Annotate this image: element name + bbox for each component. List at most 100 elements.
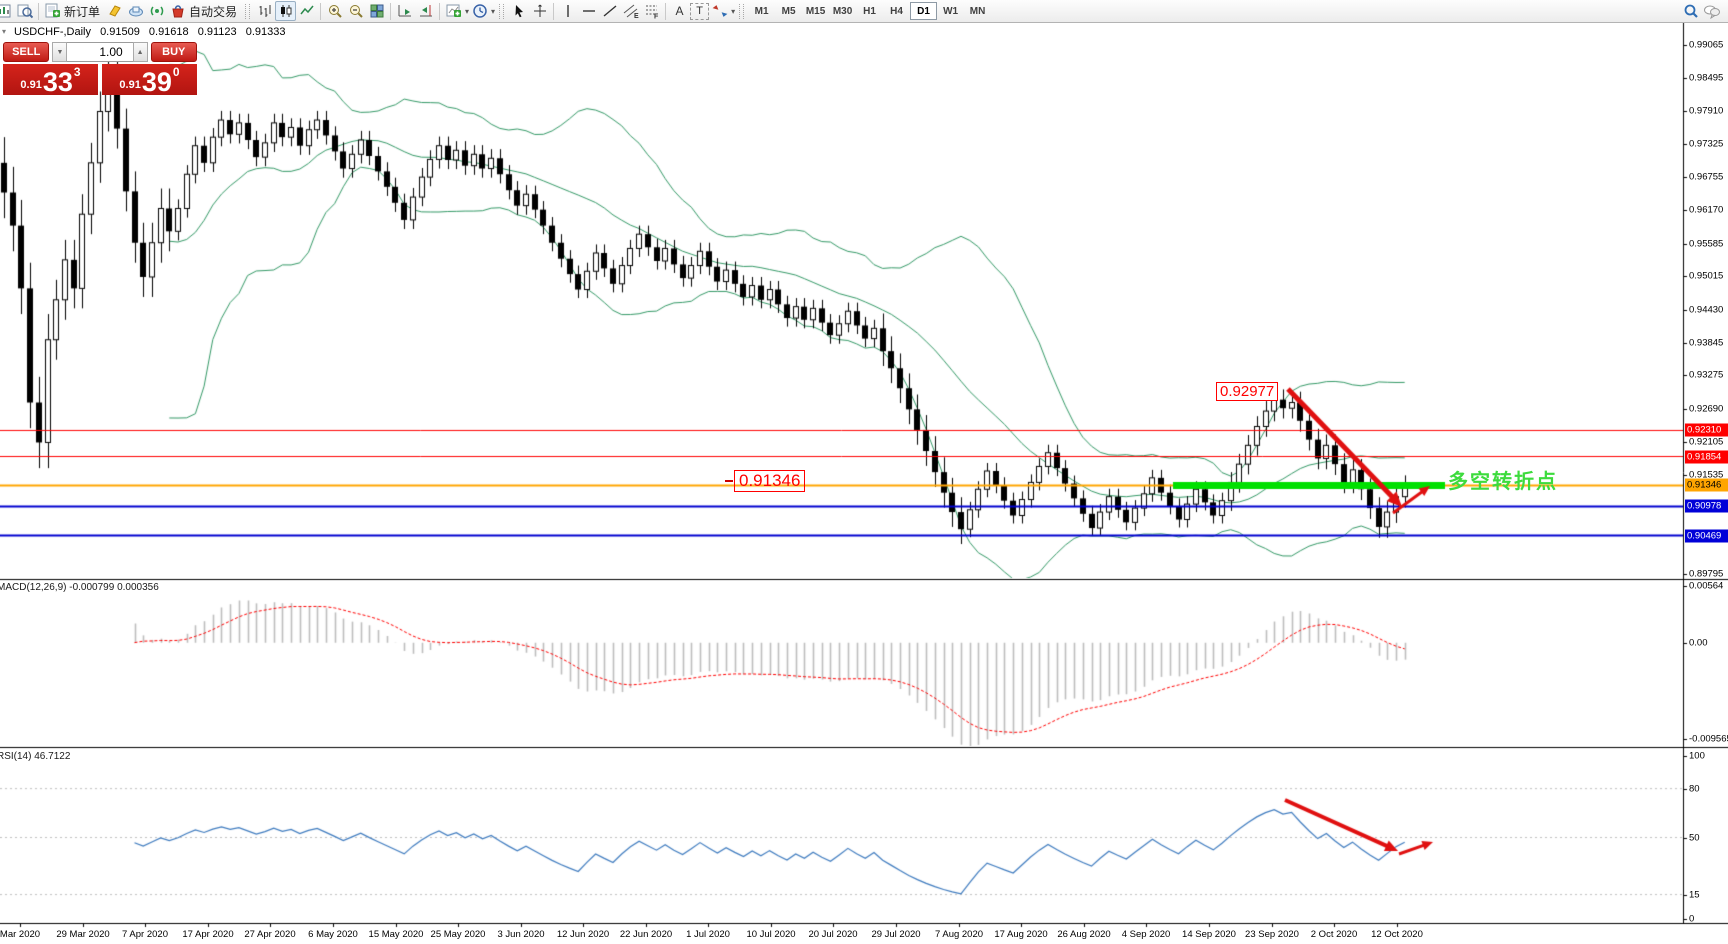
volume-increase-button[interactable]: ▲ [132,42,148,62]
price-axis-tick: 0.89795 [1689,568,1724,580]
price-axis-tick: 0.95585 [1689,238,1724,250]
date-axis-label: 10 Jul 2020 [746,929,796,940]
fibonacci-tool-icon[interactable]: F [641,1,662,21]
price-axis-tick: 0.96170 [1689,204,1724,216]
price-axis-badge: 0.91854 [1685,450,1728,463]
history-center-icon[interactable] [104,1,125,21]
volume-decrease-button[interactable]: ▼ [52,42,68,62]
sell-price-prefix: 0.91 [20,79,42,91]
zoom-in-icon[interactable] [324,1,345,21]
macd-indicator-label: MACD(12,26,9) -0.000799 0.000356 [0,582,159,593]
tile-windows-icon[interactable] [366,1,387,21]
date-axis-label: 2 Oct 2020 [1310,929,1358,940]
ohlc-close: 0.91333 [245,26,286,38]
new-order-icon[interactable] [42,1,63,21]
turning-point-annotation[interactable]: 多空转折点 [1448,471,1558,493]
market-icon[interactable] [167,1,188,21]
chart-shift-icon[interactable] [415,1,436,21]
buy-price-prefix: 0.91 [119,79,141,91]
rsi-indicator-label: RSI(14) 46.7122 [0,751,70,762]
timeframe-button-h1[interactable]: H1 [863,5,876,17]
zoom-out-icon[interactable] [345,1,366,21]
new-chart-icon[interactable] [0,1,14,21]
sell-price-point: 3 [73,65,81,79]
channel-tool-icon[interactable]: E [620,1,641,21]
date-axis-label: 6 May 2020 [308,929,358,940]
peak-price-annotation[interactable]: 0.92977 [1216,382,1279,401]
date-axis-label: 12 Jun 2020 [556,929,610,940]
horizontal-line-tool-icon[interactable] [578,1,599,21]
rsi-axis-tick: 15 [1689,889,1700,901]
timeframe-button-h4[interactable]: H4 [890,5,903,17]
timeframe-button-d1[interactable]: D1 [910,2,938,20]
price-axis-tick: 0.97325 [1689,138,1724,150]
crosshair-tool-icon[interactable] [529,1,550,21]
text-tool-icon[interactable]: A [675,4,684,18]
period-caret-icon[interactable]: ▾ [491,6,496,16]
price-axis-tick: 0.99065 [1689,39,1724,51]
timeframe-button-m30[interactable]: M30 [832,5,853,17]
add-indicator-icon[interactable] [443,1,464,21]
volume-input[interactable]: 1.00 [67,42,133,62]
timeframe-group: M1 M5 M15 M30 H1 H4 D1 W1 MN [748,2,991,20]
sell-price-display[interactable]: 0.91 33 3 [3,64,98,96]
signals-icon[interactable] [146,1,167,21]
mql5-community-icon[interactable] [125,1,146,21]
new-order-button[interactable]: 新订单 [64,4,101,19]
date-axis-label: 17 Apr 2020 [182,929,234,940]
price-axis-tick: 0.93845 [1689,337,1724,349]
date-axis-label: 4 Sep 2020 [1121,929,1171,940]
line-chart-mode-icon[interactable] [296,1,317,21]
timeframe-button-m1[interactable]: M1 [754,5,769,17]
date-axis-label: 29 Mar 2020 [56,929,110,940]
price-axis-tick: 0.92690 [1689,403,1724,415]
profiles-icon[interactable] [14,1,35,21]
arrows-caret-icon[interactable]: ▾ [731,6,736,16]
rsi-axis-tick: 80 [1689,783,1700,795]
candlestick-mode-icon[interactable] [275,1,297,21]
vertical-line-tool-icon[interactable] [557,1,578,21]
cursor-tool-icon[interactable] [508,1,529,21]
timeframe-button-m15[interactable]: M15 [805,5,826,17]
level-price-annotation[interactable]: 0.91346 [734,470,806,492]
date-axis-label: 23 Sep 2020 [1245,929,1299,940]
rsi-axis-tick: 0 [1689,913,1695,925]
date-axis-label: 26 Aug 2020 [1057,929,1111,940]
buy-price-display[interactable]: 0.91 39 0 [102,64,197,96]
one-click-collapse-icon[interactable]: ▾ [2,27,7,36]
timeframe-button-mn[interactable]: MN [969,5,986,17]
date-axis-label: Mar 2020 [0,929,41,940]
price-axis-badge: 0.91346 [1685,478,1728,492]
search-icon[interactable] [1680,1,1701,21]
price-axis-tick: 0.94430 [1689,304,1724,315]
price-axis-tick: 0.95015 [1689,270,1724,282]
buy-price-point: 0 [172,65,180,79]
trendline-tool-icon[interactable] [599,1,620,21]
rsi-axis-tick: 50 [1689,832,1700,843]
auto-scroll-icon[interactable] [394,1,415,21]
date-axis-label: 1 Jul 2020 [686,929,730,940]
sell-button[interactable]: SELL [3,42,50,62]
price-axis-tick: 0.97910 [1689,105,1724,117]
chat-icon[interactable] [1701,1,1722,21]
arrows-tool-icon[interactable] [709,1,730,21]
date-axis-label: 7 Aug 2020 [934,929,984,940]
period-clock-icon[interactable] [469,1,490,21]
macd-axis-tick: 0.00 [1689,637,1708,649]
timeframe-button-w1[interactable]: W1 [943,5,959,17]
macd-axis-tick: -0.009565 [1689,733,1728,745]
date-axis-label: 7 Apr 2020 [122,929,168,940]
add-indicator-caret-icon[interactable]: ▾ [465,6,470,16]
autotrading-button[interactable]: 自动交易 [189,4,238,19]
toolbar: 新订单 自动交易 ▾ ▾ [0,0,1728,23]
channel-letter: E [634,13,639,19]
price-axis-tick: 0.93275 [1689,369,1724,381]
timeframe-button-m5[interactable]: M5 [781,5,796,17]
macd-signal-value: 0.000356 [117,582,159,593]
text-label-tool-icon[interactable]: T [690,2,710,20]
buy-button[interactable]: BUY [150,42,197,62]
macd-main-value: -0.000799 [69,582,115,593]
level-annotation-dash [725,480,733,482]
bar-chart-mode-icon[interactable] [254,1,275,21]
